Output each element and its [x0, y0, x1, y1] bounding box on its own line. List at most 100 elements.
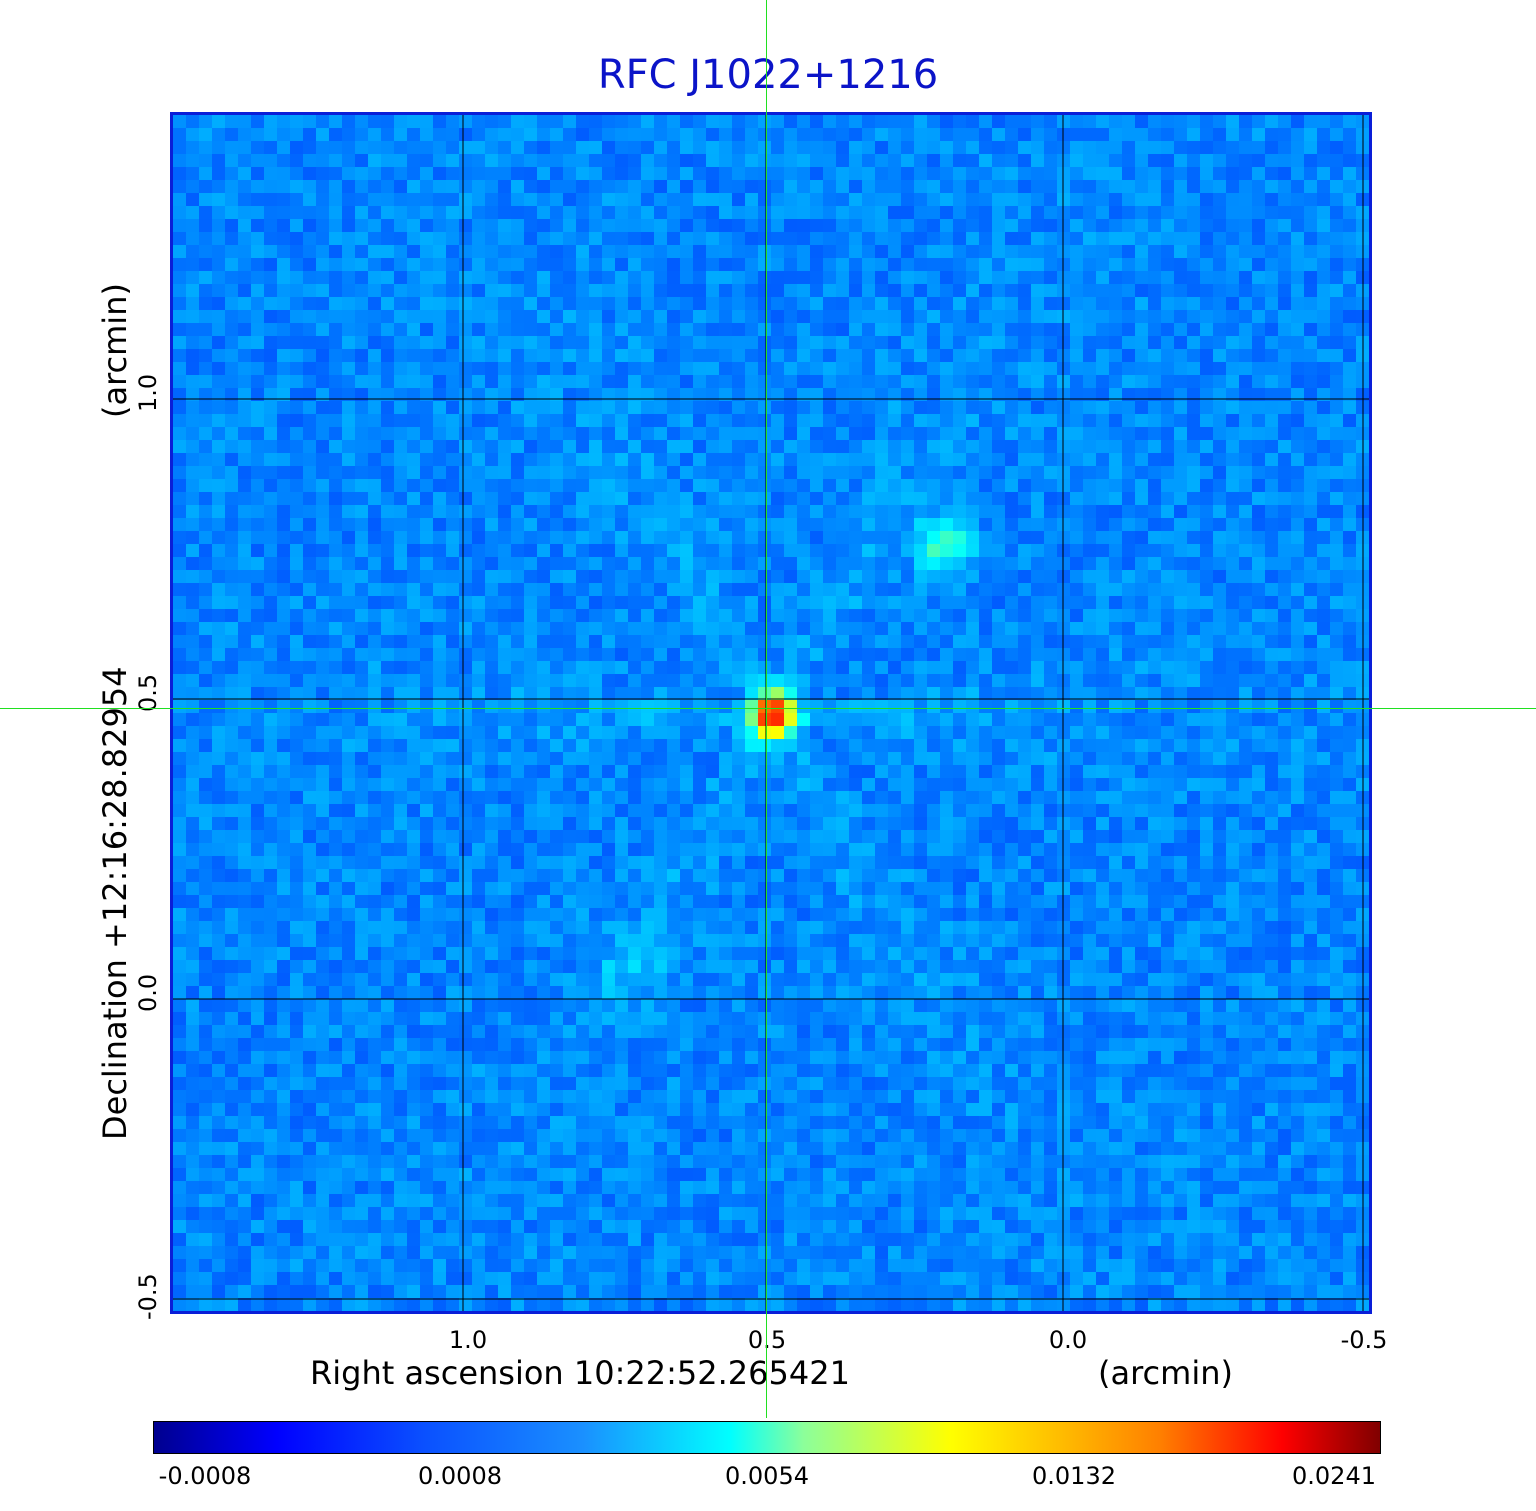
map-pixel: [355, 739, 369, 753]
map-pixel: [1200, 206, 1214, 220]
map-pixel: [1083, 544, 1097, 558]
map-pixel: [914, 531, 928, 545]
map-pixel: [875, 804, 889, 818]
map-pixel: [511, 778, 525, 792]
map-pixel: [1265, 700, 1279, 714]
map-pixel: [810, 167, 824, 181]
map-pixel: [498, 544, 512, 558]
map-pixel: [498, 505, 512, 519]
map-pixel: [888, 284, 902, 298]
map-pixel: [251, 401, 265, 415]
map-pixel: [1044, 505, 1058, 519]
map-pixel: [862, 687, 876, 701]
map-pixel: [199, 115, 213, 129]
map-pixel: [693, 531, 707, 545]
map-pixel: [589, 583, 603, 597]
map-pixel: [1278, 245, 1292, 259]
map-pixel: [186, 388, 200, 402]
map-pixel: [1213, 258, 1227, 272]
map-pixel: [446, 115, 460, 129]
map-pixel: [1265, 505, 1279, 519]
map-pixel: [797, 323, 811, 337]
map-pixel: [485, 362, 499, 376]
map-pixel: [1070, 726, 1084, 740]
map-pixel: [524, 180, 538, 194]
map-pixel: [173, 518, 187, 532]
map-pixel: [251, 648, 265, 662]
map-pixel: [1330, 440, 1344, 454]
map-pixel: [1161, 128, 1175, 142]
map-pixel: [1239, 128, 1253, 142]
map-pixel: [1213, 674, 1227, 688]
map-pixel: [303, 336, 317, 350]
map-pixel: [238, 362, 252, 376]
radio-map[interactable]: [173, 115, 1369, 1311]
map-pixel: [277, 440, 291, 454]
map-pixel: [433, 466, 447, 480]
map-pixel: [225, 401, 239, 415]
map-pixel: [875, 713, 889, 727]
map-pixel: [381, 739, 395, 753]
map-pixel: [992, 336, 1006, 350]
map-pixel: [199, 245, 213, 259]
map-pixel: [225, 115, 239, 129]
map-pixel: [745, 388, 759, 402]
map-pixel: [693, 791, 707, 805]
map-pixel: [836, 713, 850, 727]
map-pixel: [641, 804, 655, 818]
map-pixel: [667, 232, 681, 246]
map-pixel: [758, 791, 772, 805]
map-pixel: [511, 479, 525, 493]
map-pixel: [953, 518, 967, 532]
map-pixel: [342, 713, 356, 727]
map-pixel: [1135, 596, 1149, 610]
map-pixel: [290, 141, 304, 155]
map-pixel: [1291, 570, 1305, 584]
map-pixel: [576, 700, 590, 714]
map-pixel: [537, 596, 551, 610]
map-pixel: [615, 375, 629, 389]
map-pixel: [654, 388, 668, 402]
map-pixel: [953, 388, 967, 402]
map-pixel: [1187, 531, 1201, 545]
map-pixel: [745, 479, 759, 493]
map-pixel: [524, 739, 538, 753]
map-pixel: [823, 245, 837, 259]
map-pixel: [173, 687, 187, 701]
radio-map-frame[interactable]: [170, 112, 1372, 1314]
map-pixel: [563, 570, 577, 584]
map-pixel: [199, 375, 213, 389]
map-pixel: [940, 609, 954, 623]
map-pixel: [186, 479, 200, 493]
map-pixel: [576, 531, 590, 545]
map-pixel: [576, 362, 590, 376]
map-pixel: [1031, 531, 1045, 545]
map-pixel: [1109, 180, 1123, 194]
map-pixel: [342, 778, 356, 792]
map-pixel: [862, 531, 876, 545]
map-pixel: [602, 544, 616, 558]
map-pixel: [1226, 674, 1240, 688]
map-pixel: [1005, 765, 1019, 779]
map-pixel: [1265, 726, 1279, 740]
map-pixel: [1161, 791, 1175, 805]
map-pixel: [1213, 466, 1227, 480]
map-pixel: [1122, 778, 1136, 792]
map-pixel: [1096, 726, 1110, 740]
map-pixel: [342, 479, 356, 493]
map-pixel: [355, 180, 369, 194]
map-pixel: [966, 141, 980, 155]
map-pixel: [1083, 713, 1097, 727]
map-pixel: [1174, 375, 1188, 389]
map-pixel: [381, 167, 395, 181]
map-pixel: [836, 128, 850, 142]
map-pixel: [849, 193, 863, 207]
map-pixel: [784, 791, 798, 805]
map-pixel: [1187, 635, 1201, 649]
map-pixel: [732, 557, 746, 571]
map-pixel: [251, 323, 265, 337]
map-pixel: [823, 193, 837, 207]
map-pixel: [290, 219, 304, 233]
map-pixel: [979, 570, 993, 584]
map-pixel: [199, 336, 213, 350]
